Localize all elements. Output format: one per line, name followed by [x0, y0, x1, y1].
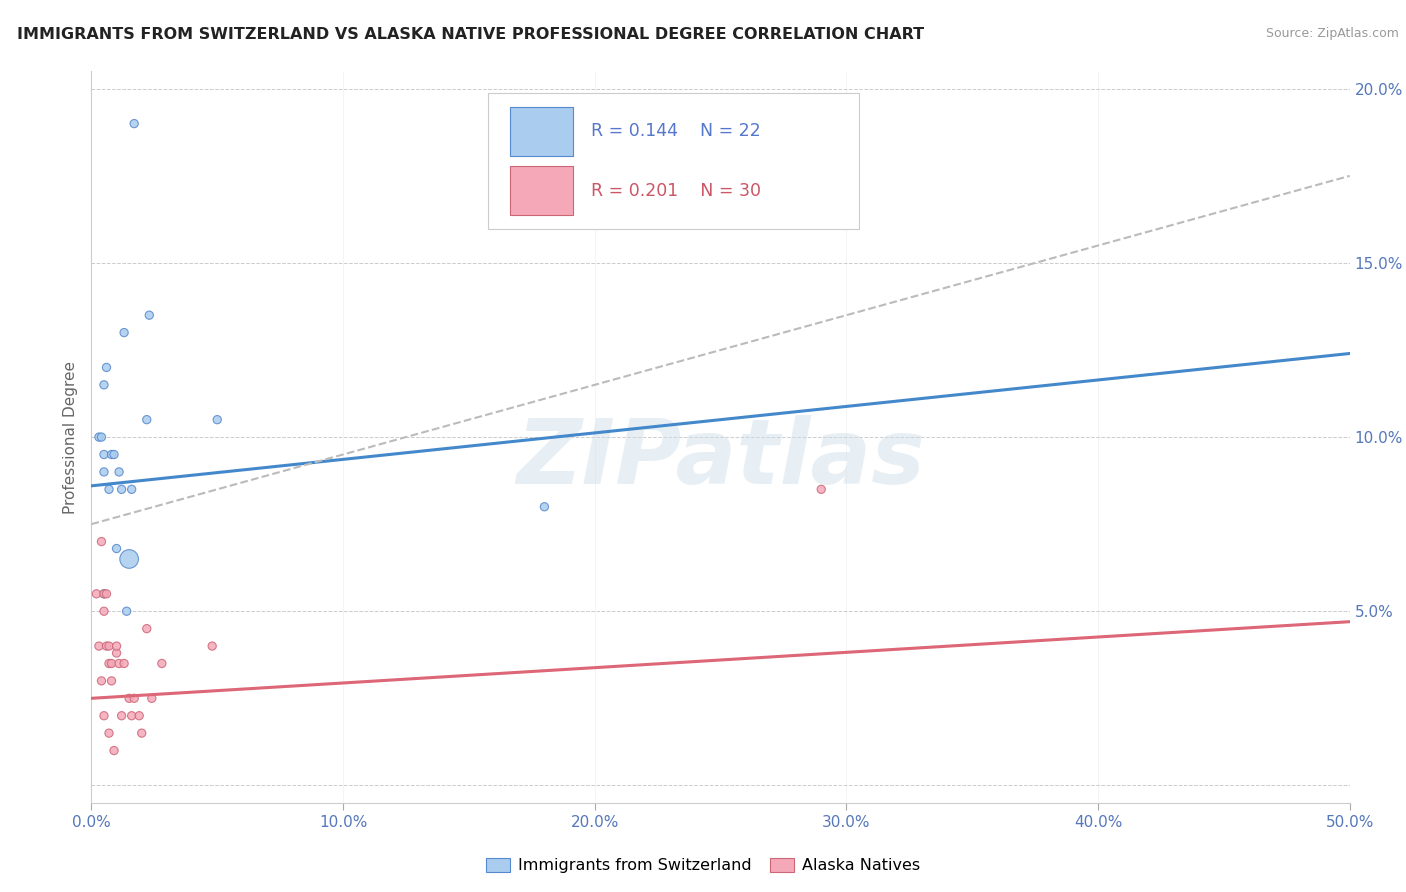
Bar: [510, 167, 574, 215]
Point: [810, 483, 832, 497]
Point: [110, 708, 132, 723]
Point: [90, 430, 112, 444]
Point: [138, 308, 160, 322]
Point: [93, 377, 115, 392]
Point: [121, 708, 143, 723]
Point: [103, 743, 125, 757]
Point: [533, 500, 555, 514]
Bar: [510, 107, 574, 155]
Point: [150, 657, 173, 671]
Point: [96, 360, 118, 375]
Point: [118, 691, 141, 706]
Point: [105, 639, 128, 653]
Point: [131, 726, 153, 740]
Point: [103, 448, 125, 462]
Point: [122, 691, 145, 706]
Point: [110, 483, 132, 497]
Point: [96, 639, 118, 653]
Point: [87, 639, 110, 653]
Point: [90, 534, 112, 549]
Point: [121, 483, 143, 497]
Point: [98, 483, 121, 497]
Point: [93, 465, 115, 479]
Point: [105, 646, 128, 660]
Text: R = 0.144    N = 22: R = 0.144 N = 22: [591, 122, 761, 140]
Text: Source: ZipAtlas.com: Source: ZipAtlas.com: [1265, 27, 1399, 40]
Point: [205, 412, 228, 426]
Y-axis label: Professional Degree: Professional Degree: [63, 360, 79, 514]
Point: [98, 639, 121, 653]
Point: [112, 326, 135, 340]
Text: R = 0.201    N = 30: R = 0.201 N = 30: [591, 182, 761, 200]
Point: [93, 448, 115, 462]
FancyBboxPatch shape: [488, 94, 859, 228]
Point: [201, 639, 224, 653]
Point: [93, 708, 115, 723]
Point: [93, 604, 115, 618]
Point: [93, 587, 115, 601]
Point: [108, 465, 131, 479]
Point: [135, 412, 157, 426]
Point: [112, 657, 135, 671]
Point: [98, 726, 121, 740]
Point: [86, 587, 108, 601]
Point: [93, 587, 115, 601]
Point: [100, 673, 122, 688]
Point: [118, 552, 141, 566]
Point: [96, 587, 118, 601]
Point: [128, 708, 150, 723]
Point: [100, 448, 122, 462]
Point: [108, 657, 131, 671]
Point: [141, 691, 163, 706]
Text: IMMIGRANTS FROM SWITZERLAND VS ALASKA NATIVE PROFESSIONAL DEGREE CORRELATION CHA: IMMIGRANTS FROM SWITZERLAND VS ALASKA NA…: [17, 27, 924, 42]
Text: ZIPatlas: ZIPatlas: [516, 415, 925, 503]
Point: [98, 657, 121, 671]
Point: [100, 657, 122, 671]
Legend: Immigrants from Switzerland, Alaska Natives: Immigrants from Switzerland, Alaska Nati…: [479, 851, 927, 880]
Point: [122, 117, 145, 131]
Point: [115, 604, 138, 618]
Point: [135, 622, 157, 636]
Point: [90, 673, 112, 688]
Point: [105, 541, 128, 556]
Point: [87, 430, 110, 444]
